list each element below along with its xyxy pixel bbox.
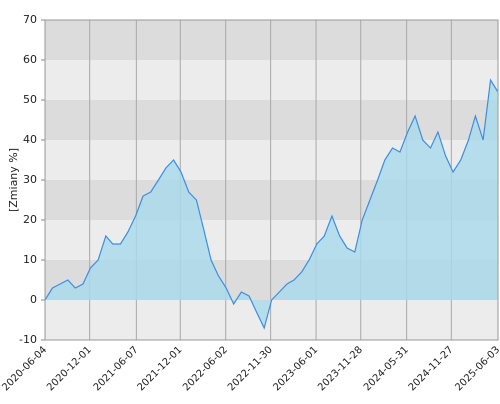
y-tick-label: 60 <box>23 53 37 66</box>
line <box>44 78 499 330</box>
y-tick-label: -10 <box>19 333 37 346</box>
area-fill <box>45 80 498 328</box>
background-band <box>45 300 498 340</box>
x-tick-label: 2020-12-01 <box>45 344 94 393</box>
y-tick-label: 70 <box>23 13 37 26</box>
y-tick-label: 40 <box>23 133 37 146</box>
x-tick-label: 2021-12-01 <box>136 344 185 393</box>
y-tick-label: 0 <box>30 293 37 306</box>
x-tick-label: 2020-06-04 <box>0 344 49 393</box>
y-tick-label: 30 <box>23 173 37 186</box>
x-tick-label: 2024-05-31 <box>362 344 411 393</box>
background-band <box>45 100 498 140</box>
plot-frame <box>44 19 499 341</box>
x-tick-label: 2022-11-30 <box>226 344 275 393</box>
background-band <box>45 60 498 100</box>
background-band <box>45 20 498 60</box>
y-tick-label: 20 <box>23 213 37 226</box>
x-tick-label: 2022-06-02 <box>181 344 230 393</box>
x-tick-label: 2023-06-01 <box>271 344 320 393</box>
x-tick-label: 2021-06-07 <box>92 344 141 393</box>
y-axis-label: [Zmiany %] <box>7 148 20 212</box>
y-tick-label: 10 <box>23 253 37 266</box>
x-tick-label: 2024-11-27 <box>407 344 456 393</box>
x-tick-label: 2023-11-28 <box>316 344 365 393</box>
y-tick-label: 50 <box>23 93 37 106</box>
x-tick-label: 2025-06-03 <box>453 344 500 393</box>
